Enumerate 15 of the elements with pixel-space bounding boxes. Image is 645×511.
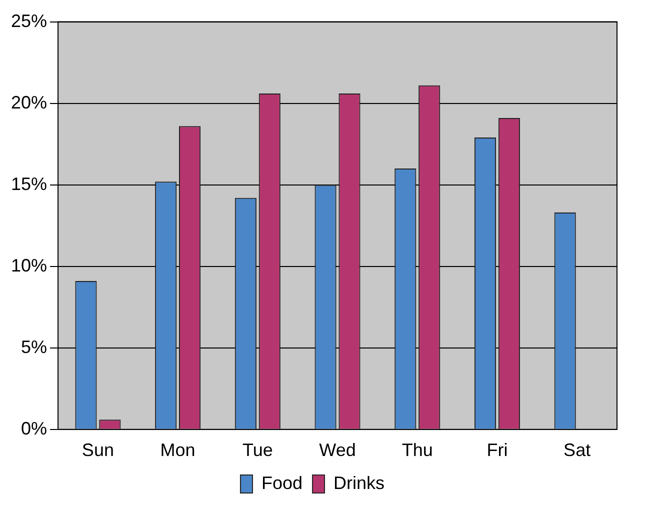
x-tick-label: Wed bbox=[319, 440, 356, 460]
legend-label: Food bbox=[261, 472, 303, 493]
x-tick-label: Tue bbox=[242, 440, 273, 460]
y-tick-label: 20% bbox=[10, 92, 48, 112]
legend-label: Drinks bbox=[334, 472, 385, 493]
y-tick-label: 5% bbox=[21, 336, 48, 357]
y-tick-label: 25% bbox=[10, 10, 48, 31]
y-tick-label: 0% bbox=[21, 418, 48, 438]
y-tick-label: 15% bbox=[10, 174, 48, 194]
x-tick-label: Thu bbox=[402, 440, 433, 460]
x-tick-label: Mon bbox=[160, 440, 196, 460]
x-tick-label: Fri bbox=[486, 440, 508, 460]
x-tick-label: Sat bbox=[564, 440, 591, 460]
x-tick-label: Sun bbox=[82, 440, 114, 460]
y-tick-label: 10% bbox=[10, 255, 48, 276]
